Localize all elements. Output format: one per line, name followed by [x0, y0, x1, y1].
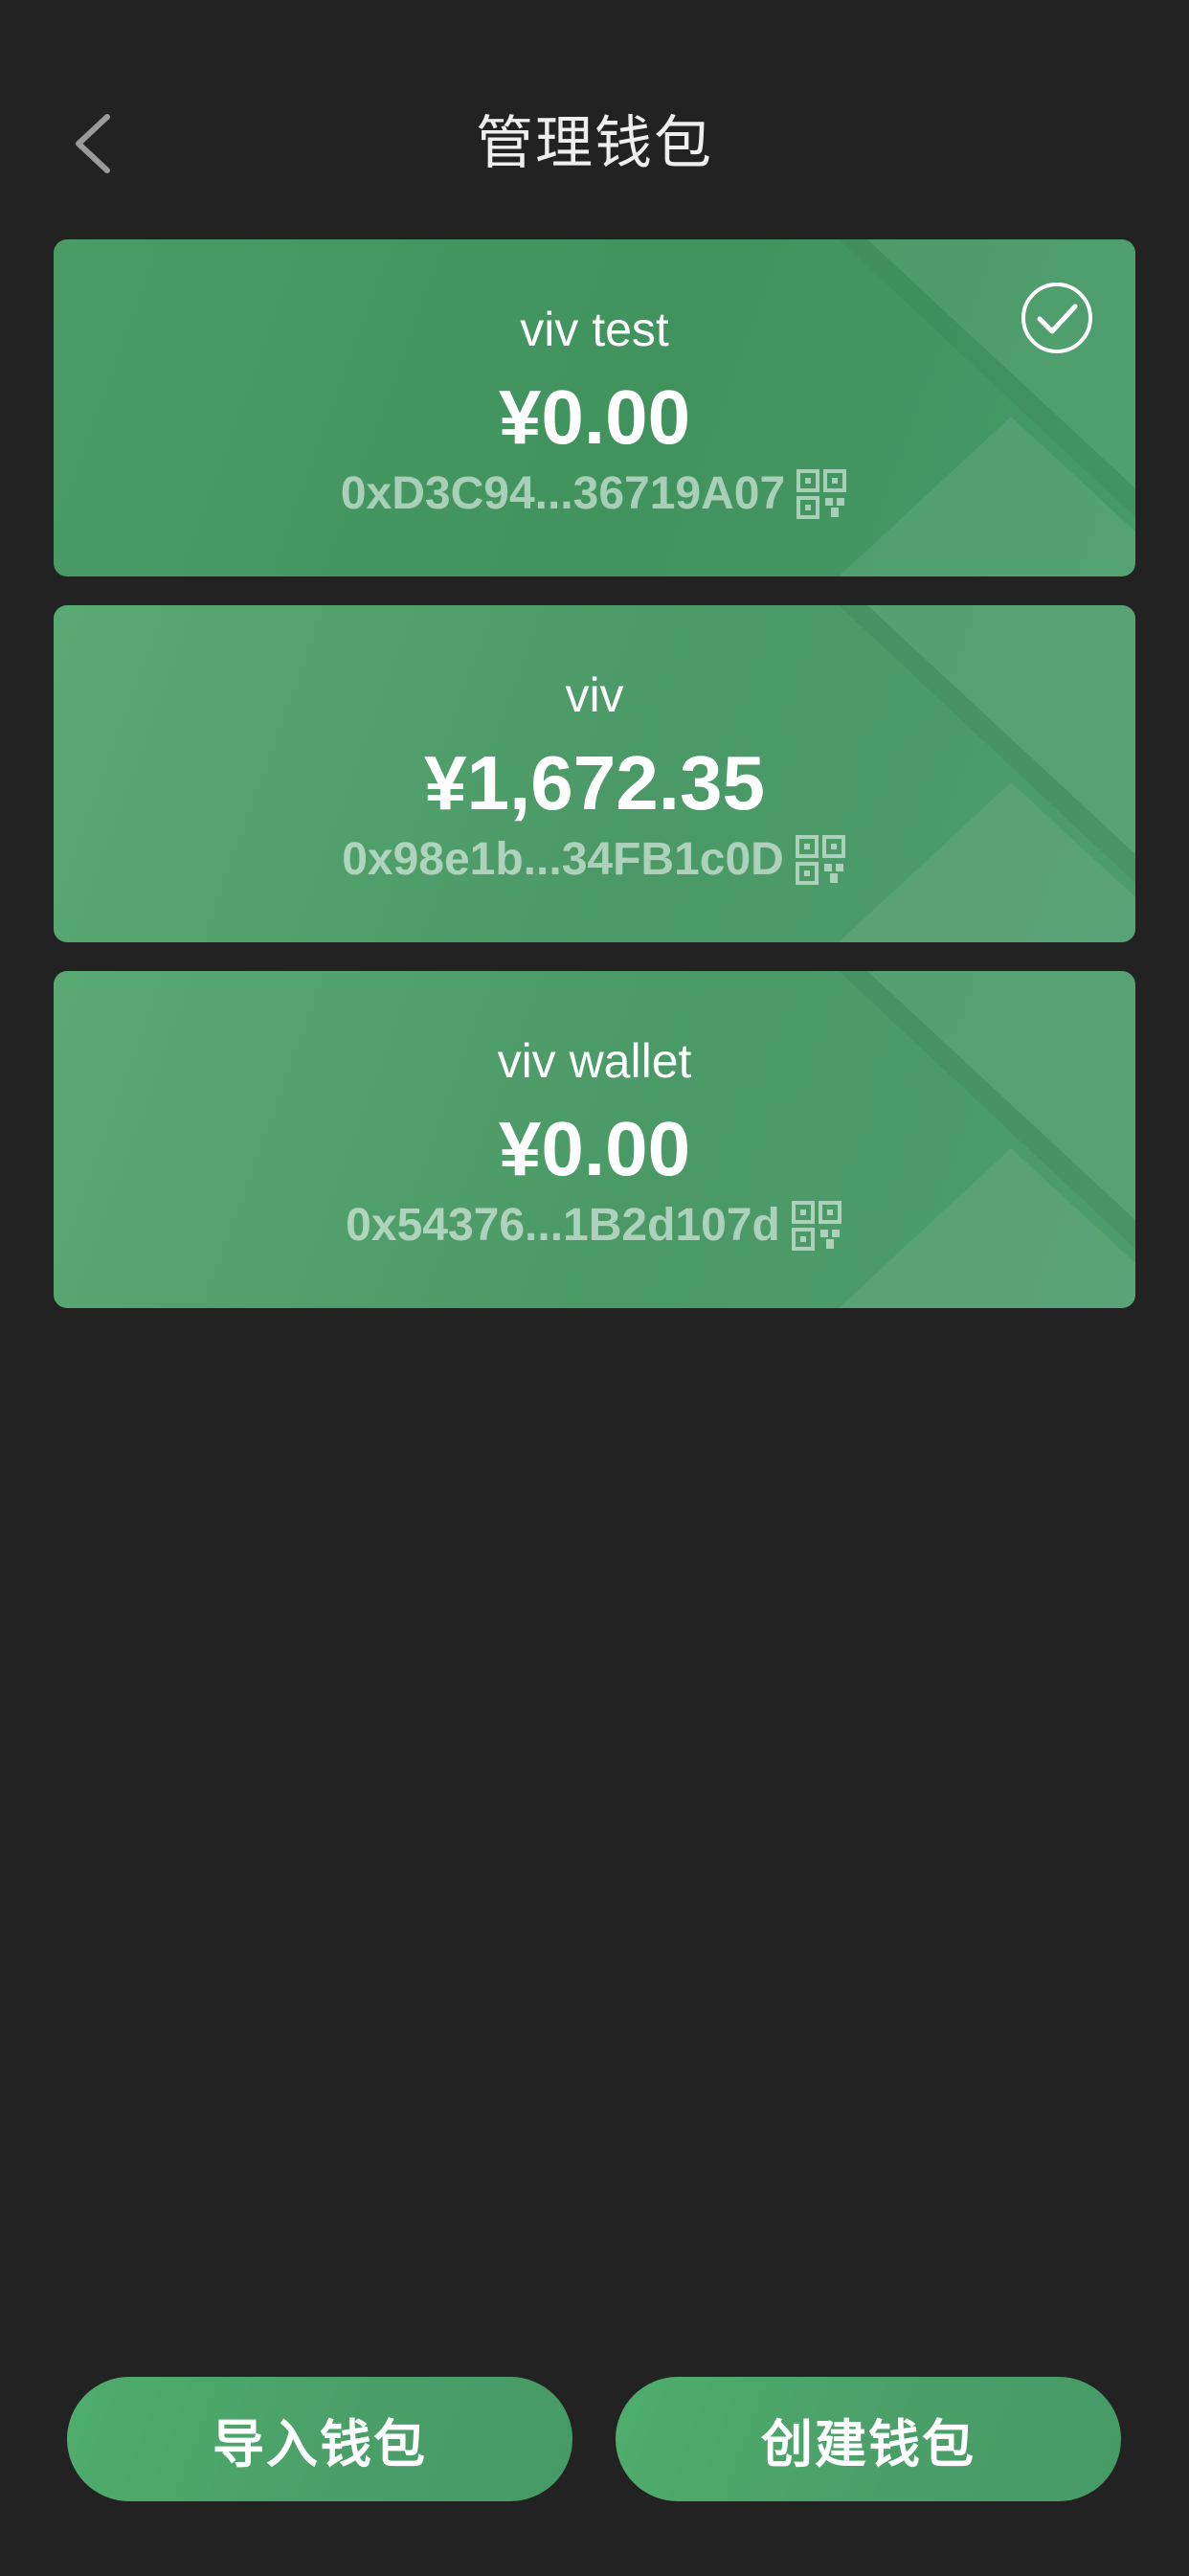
wallet-card[interactable]: viv ¥1,672.35 0x98e1b...34FB1c0D	[54, 605, 1135, 942]
wallet-name: viv wallet	[497, 1034, 692, 1088]
wallet-name: viv	[565, 668, 624, 722]
wallet-address-row: 0x98e1b...34FB1c0D	[54, 831, 1135, 889]
card-decoration	[839, 239, 1135, 576]
card-decoration	[839, 605, 1135, 942]
qr-code-icon[interactable]	[795, 467, 848, 521]
import-wallet-button[interactable]: 导入钱包	[67, 2377, 572, 2501]
header: 管理钱包	[0, 77, 1189, 211]
wallet-address-row: 0xD3C94...36719A07	[54, 465, 1135, 523]
wallet-balance: ¥0.00	[498, 1106, 691, 1191]
wallet-balance: ¥0.00	[498, 374, 691, 460]
back-button[interactable]	[54, 105, 130, 182]
wallet-address: 0xD3C94...36719A07	[340, 468, 786, 519]
wallet-address-row: 0x54376...1B2d107d	[54, 1197, 1135, 1254]
selected-check-icon	[1021, 282, 1092, 353]
create-wallet-button[interactable]: 创建钱包	[616, 2377, 1121, 2501]
card-decoration	[839, 971, 1135, 1308]
page-title: 管理钱包	[476, 111, 713, 175]
wallet-card[interactable]: viv wallet ¥0.00 0x54376...1B2d107d	[54, 971, 1135, 1308]
wallet-list: viv test ¥0.00 0xD3C94...36719A07	[54, 239, 1135, 1337]
bottom-action-bar: 导入钱包 创建钱包	[67, 2377, 1122, 2501]
wallet-card[interactable]: viv test ¥0.00 0xD3C94...36719A07	[54, 239, 1135, 576]
wallet-balance: ¥1,672.35	[424, 740, 765, 825]
wallet-name: viv test	[520, 303, 669, 356]
wallet-address: 0x54376...1B2d107d	[346, 1200, 780, 1251]
qr-code-icon[interactable]	[790, 1199, 843, 1253]
qr-code-icon[interactable]	[794, 833, 847, 887]
wallet-address: 0x98e1b...34FB1c0D	[342, 834, 784, 885]
chevron-left-icon	[76, 114, 110, 173]
